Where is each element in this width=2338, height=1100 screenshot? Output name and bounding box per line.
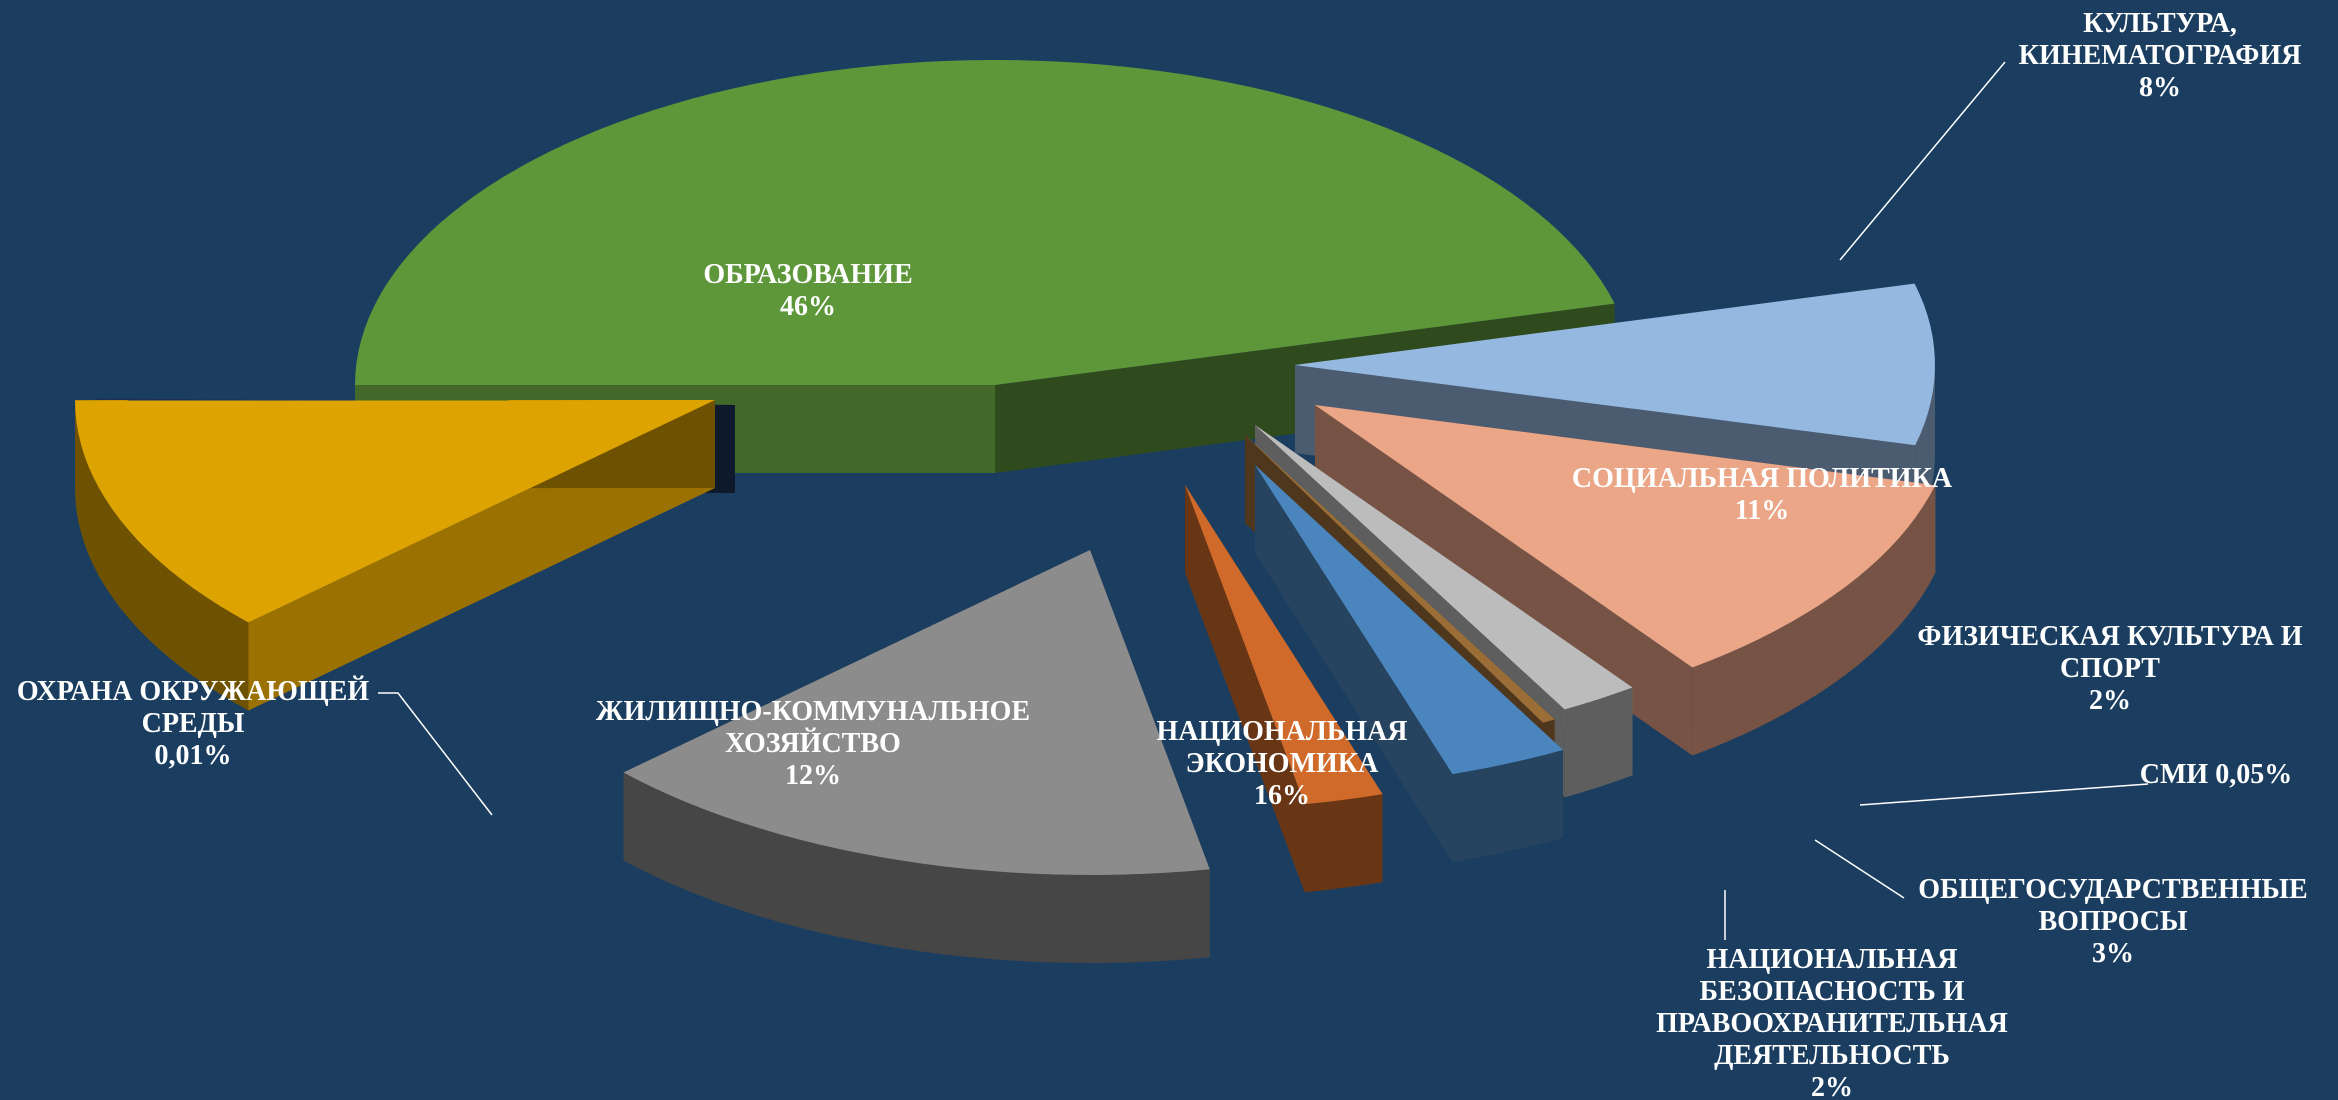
pie-slices	[75, 60, 1936, 963]
slice-category-label: СРЕДЫ	[142, 708, 245, 739]
slice-category-label: ПРАВООХРАНИТЕЛЬНАЯ	[1656, 1008, 2008, 1039]
slice-value-label: 8%	[2139, 72, 2181, 103]
slice-outer-wall	[75, 400, 249, 711]
slice-value-label: 3%	[2092, 938, 2134, 969]
slice-category-label: СМИ 0,05%	[2140, 759, 2292, 790]
slice-category-label: ФИЗИЧЕСКАЯ КУЛЬТУРА И	[1917, 621, 2302, 652]
slice-category-label: СОЦИАЛЬНАЯ ПОЛИТИКА	[1572, 463, 1953, 494]
slice-top	[1185, 485, 1383, 805]
slice-top	[1245, 435, 1555, 723]
slice-category-label: КУЛЬТУРА,	[2083, 8, 2237, 39]
slice-category-label: СПОРТ	[2060, 653, 2160, 684]
slice-value-label: 0,01%	[155, 740, 232, 771]
slice-category-label: ЭКОНОМИКА	[1186, 748, 1379, 779]
slice-label: ОБРАЗОВАНИЕ 46%	[703, 259, 912, 322]
slice-top	[1255, 425, 1633, 710]
slice-label: КУЛЬТУРА, КИНЕМАТОГРАФИЯ 8%	[2019, 8, 2302, 103]
slice-6	[1255, 465, 1563, 863]
slice-label: СМИ 0,05%	[2140, 759, 2292, 790]
leader-line	[1814, 839, 1905, 899]
slice-label: ОБЩЕГОСУДАРСТВЕННЫЕ ВОПРОСЫ 3%	[1918, 874, 2307, 969]
slice-label: НАЦИОНАЛЬНАЯ БЕЗОПАСНОСТЬ И ПРАВООХРАНИТЕЛ…	[1656, 944, 2008, 1100]
slice-category-label: НАЦИОНАЛЬНАЯ	[1157, 716, 1408, 747]
slice-category-label: НАЦИОНАЛЬНАЯ	[1707, 944, 1958, 975]
slice-side-wall	[1185, 485, 1305, 893]
leader-line	[1839, 61, 2006, 261]
slice-category-label: ДЕЯТЕЛЬНОСТЬ	[1714, 1040, 1950, 1071]
slice-7	[1185, 485, 1383, 893]
slice-value-label: 46%	[780, 291, 836, 322]
slice-outer-wall	[1304, 794, 1383, 893]
slice-3	[1315, 405, 1936, 756]
slice-category-label: ОБЩЕГОСУДАРСТВЕННЫЕ	[1918, 874, 2307, 905]
leader-line	[378, 692, 493, 816]
slice-top	[1315, 405, 1936, 668]
slice-outer-wall	[1564, 687, 1633, 798]
slice-category-label: ЖИЛИЩНО-КОММУНАЛЬНОЕ	[596, 696, 1030, 727]
slice-8	[623, 550, 1210, 963]
slice-outer-wall	[1692, 485, 1936, 756]
slice-category-label: ХОЗЯЙСТВО	[725, 728, 901, 759]
slice-side-wall	[1255, 465, 1453, 863]
slice-value-label: 16%	[1254, 780, 1310, 811]
slice-outer-wall	[623, 772, 1210, 963]
leader-lines	[378, 61, 2149, 940]
slice-category-label: ОХРАНА ОКРУЖАЮЩЕЙ	[17, 676, 369, 707]
slice-value-label: 11%	[1735, 495, 1789, 526]
slice-category-label: ВОПРОСЫ	[2038, 906, 2188, 937]
slice-value-label: 2%	[2089, 685, 2131, 716]
slice-category-label: БЕЗОПАСНОСТЬ И	[1699, 976, 1964, 1007]
slice-label: СОЦИАЛЬНАЯ ПОЛИТИКА 11%	[1572, 463, 1953, 526]
slice-top	[1295, 283, 1935, 446]
slice-label: НАЦИОНАЛЬНАЯ ЭКОНОМИКА 16%	[1157, 716, 1408, 811]
slice-label: ФИЗИЧЕСКАЯ КУЛЬТУРА И СПОРТ 2%	[1917, 621, 2302, 716]
slice-outer-wall	[1452, 749, 1563, 863]
slice-value-label: 12%	[785, 760, 841, 791]
leader-line	[1859, 783, 2149, 806]
slice-top	[1255, 465, 1563, 775]
slice-top	[623, 550, 1210, 875]
slice-label: ЖИЛИЩНО-КОММУНАЛЬНОЕ ХОЗЯЙСТВО 12%	[596, 696, 1030, 791]
slice-value-label: 2%	[1811, 1072, 1853, 1100]
slice-labels: ОБРАЗОВАНИЕ 46% КУЛЬТУРА, КИНЕМАТОГРАФИЯ 8% С…	[17, 8, 2308, 1100]
slice-top	[355, 60, 1615, 385]
slice-category-label: КИНЕМАТОГРАФИЯ	[2019, 40, 2302, 71]
slice-top	[75, 400, 715, 623]
slice-label: ОХРАНА ОКРУЖАЮЩЕЙ СРЕДЫ 0,01%	[17, 676, 369, 771]
slice-9	[75, 400, 715, 711]
slice-category-label: ОБРАЗОВАНИЕ	[703, 259, 912, 290]
